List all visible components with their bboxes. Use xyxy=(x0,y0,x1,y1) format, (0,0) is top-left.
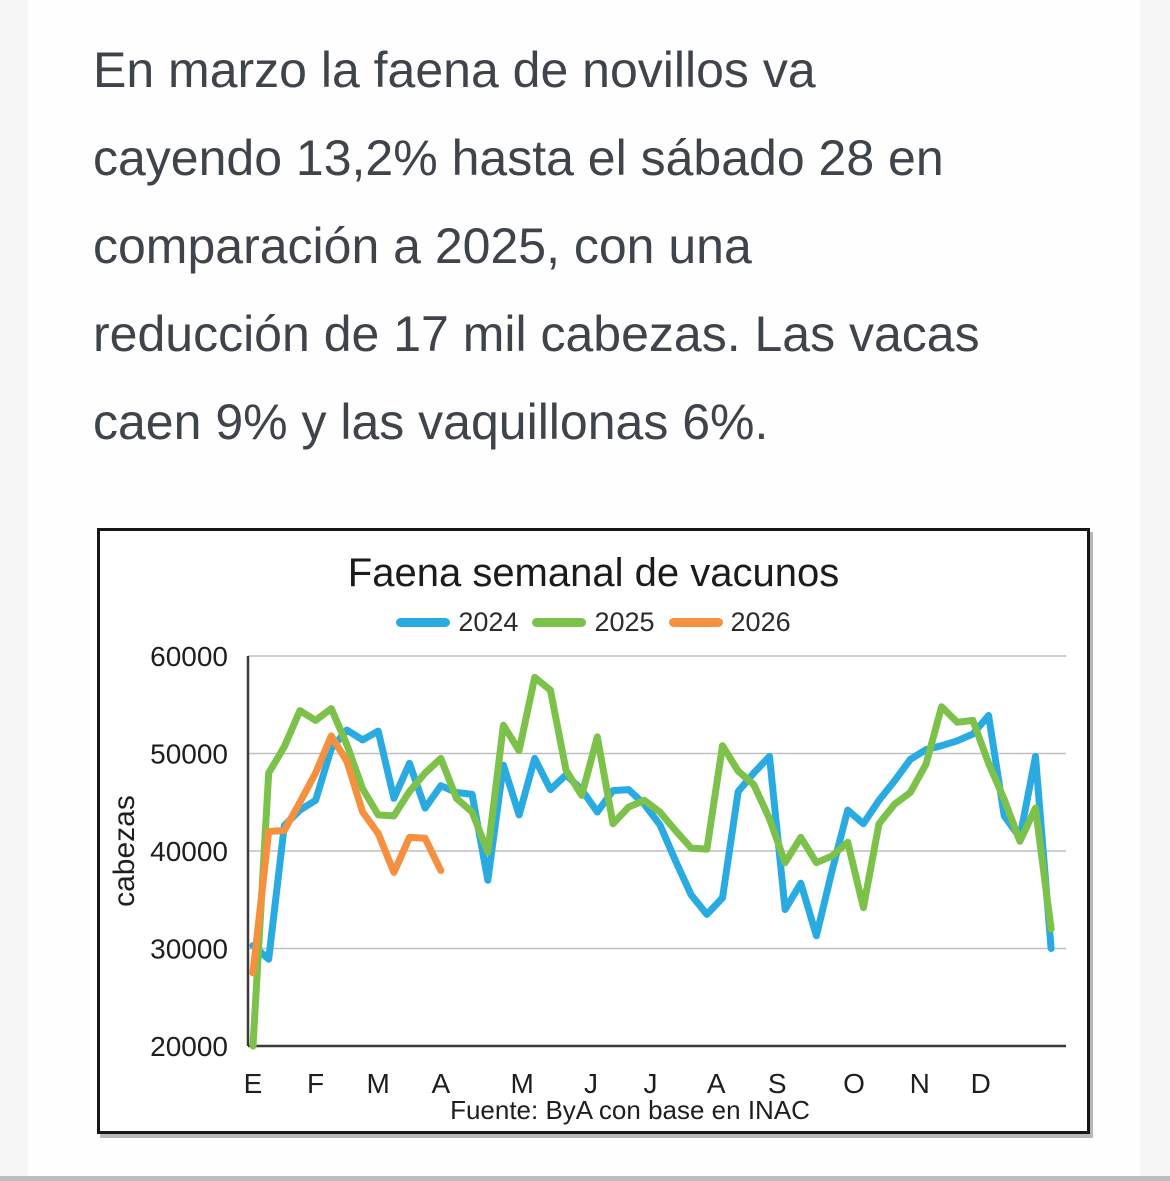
series-line-2024 xyxy=(249,712,1055,963)
paragraph-line: comparación a 2025, con una xyxy=(93,218,752,274)
chart-legend: 2024 2025 2026 xyxy=(100,607,1087,638)
paragraph-line: caen 9% y las vaquillonas 6%. xyxy=(93,394,769,450)
y-tick-label: 50000 xyxy=(150,739,228,770)
x-tick-label: M xyxy=(511,1068,534,1099)
legend-item-2025: 2025 xyxy=(532,607,655,638)
x-tick-label: F xyxy=(307,1068,324,1099)
x-tick-label: A xyxy=(707,1068,726,1099)
legend-swatch-2025 xyxy=(532,618,587,627)
page-bottom-divider xyxy=(0,1176,1170,1181)
series-line-2026 xyxy=(249,732,445,977)
y-tick-label: 30000 xyxy=(150,934,228,965)
article-content-area: En marzo la faena de novillos va cayendo… xyxy=(28,0,1140,1177)
y-tick-label: 40000 xyxy=(150,836,228,867)
paragraph-line: reducción de 17 mil cabezas. Las vacas xyxy=(93,306,980,362)
chart-figure: 60000 50000 40000 30000 20000 cabezas E F M A M J J A… xyxy=(97,528,1090,1134)
article-paragraph: En marzo la faena de novillos va cayendo… xyxy=(93,26,1093,466)
x-tick-label: N xyxy=(910,1068,930,1099)
x-tick-label: O xyxy=(843,1068,865,1099)
x-tick-label: A xyxy=(431,1068,450,1099)
legend-item-2024: 2024 xyxy=(396,607,518,638)
y-tick-label: 60000 xyxy=(150,641,228,672)
y-axis-label: cabezas xyxy=(108,795,141,907)
chart-source: Fuente: ByA con base en INAC xyxy=(450,1095,810,1125)
x-tick-label: D xyxy=(971,1068,991,1099)
x-tick-label: J xyxy=(644,1068,658,1099)
legend-swatch-2024 xyxy=(396,618,451,627)
x-tick-label: E xyxy=(244,1068,263,1099)
series-line-2025 xyxy=(249,673,1055,1050)
x-tick-label: M xyxy=(367,1068,390,1099)
y-tick-label: 20000 xyxy=(150,1031,228,1062)
chart-title: Faena semanal de vacunos xyxy=(347,551,840,595)
legend-label-2026: 2026 xyxy=(730,607,791,637)
legend-item-2026: 2026 xyxy=(668,607,791,638)
legend-label-2025: 2025 xyxy=(594,607,655,637)
x-tick-label: S xyxy=(768,1068,787,1099)
legend-label-2024: 2024 xyxy=(458,607,519,637)
paragraph-line: cayendo 13,2% hasta el sábado 28 en xyxy=(93,130,944,186)
legend-swatch-2026 xyxy=(668,618,723,627)
paragraph-line: En marzo la faena de novillos va xyxy=(93,42,816,98)
x-tick-label: J xyxy=(584,1068,598,1099)
chart-svg: 60000 50000 40000 30000 20000 cabezas E F M A M J J A… xyxy=(108,641,1066,1125)
